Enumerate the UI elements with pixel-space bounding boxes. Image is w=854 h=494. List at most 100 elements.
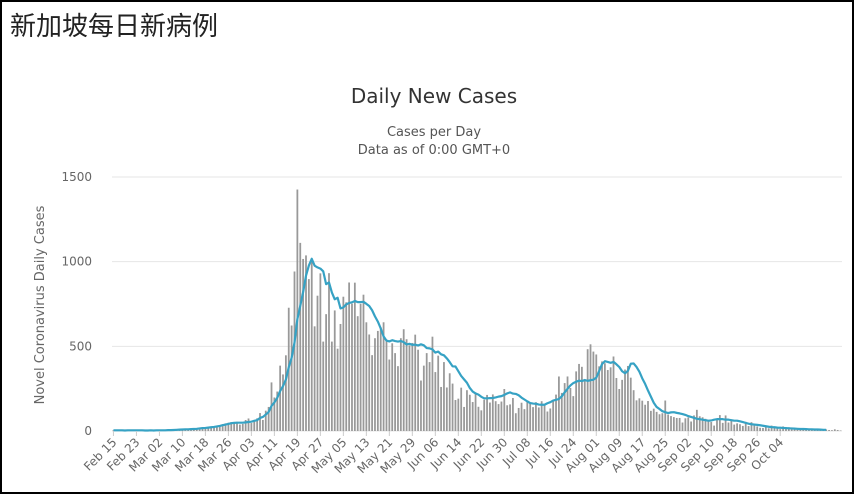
bar [575,371,578,431]
bar [560,392,563,431]
bar [724,415,727,431]
bar [310,258,313,431]
bar [681,422,684,431]
bar [463,406,465,431]
bar [626,365,629,431]
bar [494,401,497,431]
bar [802,429,805,431]
bar [695,409,698,431]
grid-lines [112,176,842,432]
bar [365,322,368,431]
bar [543,404,546,431]
bar [382,322,385,431]
bar [773,427,776,431]
bar [379,327,382,431]
seven-day-average-line [113,257,827,432]
bar [520,402,523,431]
bar [388,359,391,431]
bar [385,340,388,431]
bar [422,365,425,431]
bar [621,379,624,431]
bar [322,341,325,431]
bar [391,343,394,431]
bar [477,406,480,431]
bar [500,401,503,431]
bar [546,411,549,431]
bar [572,396,575,431]
bar [313,326,316,431]
bar [345,302,348,431]
bar [351,303,353,431]
bar [264,410,267,431]
bar [201,427,204,431]
bar [376,330,379,431]
bar [618,389,621,431]
bar [259,413,261,431]
bar [506,405,509,431]
bar [716,419,718,431]
bar [678,417,681,431]
bar [736,423,738,431]
bar [606,370,609,431]
bar [552,401,555,431]
bar [514,413,517,431]
bar [698,416,701,431]
bar [540,401,543,431]
bar [230,422,233,431]
bar [417,349,419,431]
y-axis-ticks: 0 500 1000 1500 [61,170,92,438]
bar [448,373,451,431]
bar [664,400,667,431]
bar [460,387,463,431]
bar [305,255,307,431]
bar [675,417,678,431]
bar [353,282,356,431]
bar [762,427,764,431]
bar [667,414,670,431]
bar [466,390,468,431]
bar [790,429,793,431]
bar [687,417,690,431]
bar [767,428,770,431]
bar [267,406,270,431]
bar [276,391,279,431]
bar [529,403,532,431]
bar [741,425,744,431]
bar [503,389,506,431]
bar [299,242,302,431]
bar [296,189,299,431]
bar-series [112,189,842,432]
bar [218,425,221,431]
bar [730,419,733,431]
bar [221,424,224,431]
bar [759,427,761,431]
page-title: 新加坡每日新病例 [10,12,219,42]
bar [638,398,641,431]
bar [239,424,241,431]
bar [750,422,753,431]
bar [356,316,359,431]
bar [224,423,227,431]
chart-title: Daily New Cases [351,84,517,108]
bar [624,369,626,431]
bar [632,390,635,431]
bar [486,394,488,431]
bar [739,424,741,431]
bar [480,410,483,431]
bar [434,372,437,431]
bar [701,417,704,431]
chart-subtitle-line-2: Data as of 0:00 GMT+0 [358,143,510,158]
bar [770,425,773,431]
bar [586,349,589,431]
y-tick-label: 1000 [61,255,92,269]
bar [718,415,721,431]
bar [589,344,592,431]
bar [647,401,649,431]
bar [658,414,661,431]
bar [779,429,782,431]
bar [526,400,529,431]
bar [655,411,658,431]
bar [402,329,405,431]
bar [451,383,454,431]
bar [336,348,339,431]
